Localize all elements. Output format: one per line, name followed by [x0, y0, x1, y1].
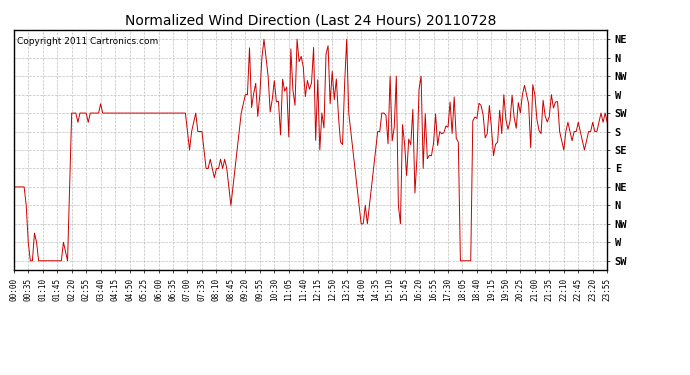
- Title: Normalized Wind Direction (Last 24 Hours) 20110728: Normalized Wind Direction (Last 24 Hours…: [125, 13, 496, 27]
- Text: Copyright 2011 Cartronics.com: Copyright 2011 Cartronics.com: [17, 37, 158, 46]
